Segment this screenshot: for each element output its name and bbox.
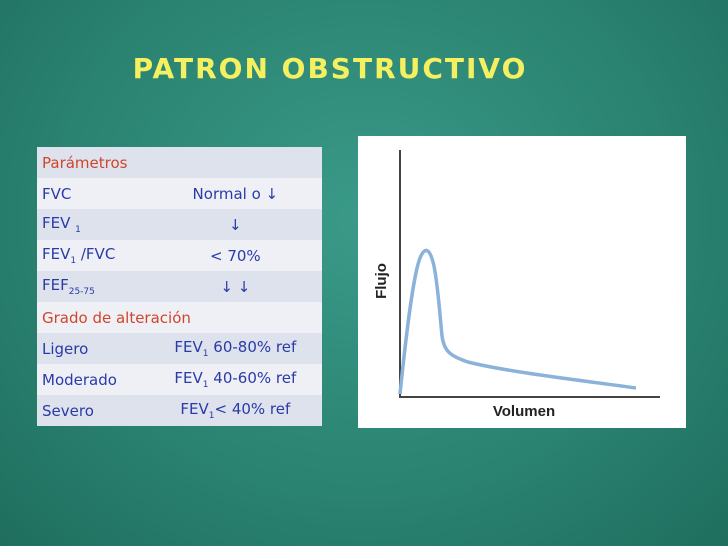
cell-text: FEV (42, 245, 71, 263)
table-cell: Moderado (37, 364, 149, 395)
cell-text: < 70% (209, 246, 261, 265)
cell-text: /FVC (76, 245, 116, 263)
flow-curve (398, 248, 637, 395)
table-cell: FEV1< 40% ref (148, 395, 322, 426)
cell-text: 60-80% ref (208, 338, 297, 356)
table-cell: FVC (37, 178, 149, 209)
table-cell: FEF25-75 (37, 271, 149, 302)
cell-text: Moderado (42, 370, 117, 389)
table-row: FVC Normal o ↓ (37, 178, 322, 209)
table-row: Severo FEV1< 40% ref (37, 395, 322, 426)
table-cell: ↓ ↓ (148, 271, 322, 302)
table-cell: < 70% (148, 240, 322, 271)
subscript: 1 (202, 380, 209, 390)
cell-text: FEF (42, 276, 69, 294)
cell-text: < 40% ref (214, 400, 291, 418)
cell-text: Severo (42, 401, 94, 420)
cell-text: Ligero (42, 339, 89, 358)
subscript: 25-75 (68, 287, 95, 297)
table-cell: Severo (37, 395, 149, 426)
section-header: Grado de alteración (37, 302, 322, 333)
table-cell: Ligero (37, 333, 149, 364)
table-row: FEF25-75 ↓ ↓ (37, 271, 322, 302)
table-cell: FEV1 60-80% ref (148, 333, 322, 364)
table-row: Ligero FEV1 60-80% ref (37, 333, 322, 364)
cell-text: ↓ (229, 215, 242, 234)
subscript: 1 (202, 349, 209, 359)
table-row: FEV 1 ↓ (37, 209, 322, 240)
table-row: Grado de alteración (37, 302, 322, 333)
table-cell: ↓ (148, 209, 322, 240)
cell-text: 40-60% ref (208, 369, 297, 387)
cell-text: ↓ ↓ (220, 277, 251, 296)
table-cell: Normal o ↓ (148, 178, 322, 209)
cell-text: Normal o ↓ (192, 184, 279, 203)
subscript: 1 (208, 411, 215, 421)
cell-text: FEV (180, 400, 209, 418)
subscript: 1 (75, 225, 81, 235)
table-cell: FEV1 /FVC (37, 240, 149, 271)
cell-text: FVC (42, 184, 72, 203)
table-cell: FEV 1 (37, 209, 149, 240)
slide-title: PATRON OBSTRUCTIVO (132, 52, 528, 85)
parameters-table: Parámetros FVC Normal o ↓ FEV 1 ↓ FEV1 /FVC < … (37, 147, 322, 426)
x-axis-label: Volumen (493, 403, 555, 420)
subscript: 1 (70, 256, 77, 266)
flow-volume-figure: Flujo Volumen (358, 136, 686, 428)
table-cell: FEV1 40-60% ref (148, 364, 322, 395)
table-row: FEV1 /FVC < 70% (37, 240, 322, 271)
figure-background (358, 136, 686, 428)
cell-text: FEV (42, 214, 76, 232)
table-row: Parámetros (37, 147, 322, 178)
cell-text: FEV (174, 369, 203, 387)
cell-text: FEV (174, 338, 203, 356)
section-header: Parámetros (37, 147, 322, 178)
table-row: Moderado FEV1 40-60% ref (37, 364, 322, 395)
y-axis-label: Flujo (373, 263, 390, 299)
